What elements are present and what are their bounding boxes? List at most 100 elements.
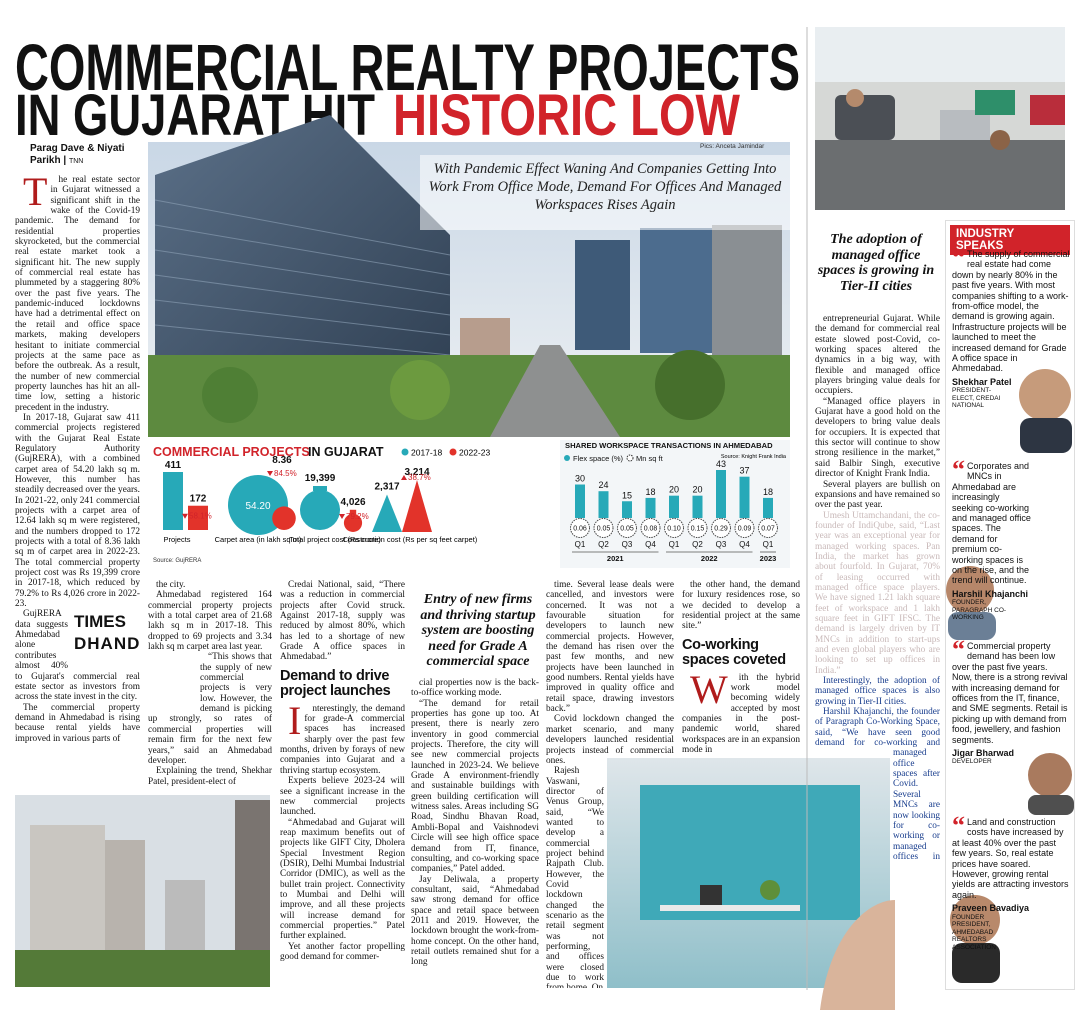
quote-mark: “ <box>952 455 965 484</box>
mn-marker <box>570 518 590 538</box>
source: Source: GujRERA <box>153 558 201 564</box>
category-label: Q3 <box>716 540 727 549</box>
triangle-mark <box>402 480 432 532</box>
bar <box>763 497 773 518</box>
quote-role: DEVELOPER <box>952 758 992 766</box>
bar <box>598 491 609 518</box>
paragraph: GujRERA data suggests Ahmedabad alone co… <box>15 609 140 703</box>
paragraph: “This shows that the supply of new comme… <box>148 652 272 766</box>
quote-role: FOUNDER PRESIDENT, AHMEDABAD REALTORS AS… <box>952 913 996 951</box>
value-label: 3,214 <box>404 467 429 478</box>
paragraph: The commercial property demand in Ahmeda… <box>15 702 140 744</box>
quote-role: PRESIDENT-ELECT, CREDAI NATIONAL <box>952 387 1001 410</box>
mn-marker <box>734 518 755 538</box>
quote-name: Harshil Khajanchi <box>952 588 1029 599</box>
quote: “Corporates and MNCs in Ahmedabad are in… <box>952 455 1070 622</box>
legend-label: 2022-23 <box>459 448 490 458</box>
quote-name: Praveen Bavadiya <box>952 903 1030 914</box>
circle-mark <box>272 506 296 530</box>
spacer <box>604 758 674 988</box>
article-column: the city. Ahmedabad registered 164 commer… <box>148 580 272 790</box>
legend-label: Flex space (%) <box>573 454 624 463</box>
pull-quote: Entry of new firms and thriving startup … <box>420 592 536 669</box>
value-label: 43 <box>716 459 726 469</box>
group-label: 2021 <box>607 554 624 563</box>
paragraph: Several players are bullish on expansion… <box>815 479 940 511</box>
industry-speaks-title: INDUSTRY SPEAKS <box>950 225 1070 255</box>
value-label: 0.07 <box>761 526 775 533</box>
bar <box>716 470 726 518</box>
office-photo <box>815 27 1065 210</box>
value-label: 0.15 <box>691 526 705 533</box>
value-label: 0.06 <box>573 526 587 533</box>
paragraph: Interestingly, the adoption of managed o… <box>815 676 940 707</box>
article-column: the other hand, the demand for luxury re… <box>682 580 800 756</box>
logo-top: TIMES <box>74 612 126 632</box>
byline-agency: TNN <box>68 158 84 165</box>
bar <box>645 497 656 518</box>
paragraph: Explaining the trend, Shekhar Patel, pre… <box>148 766 272 787</box>
bar <box>692 495 703 518</box>
quote-mark: “ <box>952 635 965 664</box>
bar <box>163 472 183 530</box>
triangle-mark <box>372 494 402 532</box>
change-label: 79.2% <box>346 512 369 521</box>
value-label: 18 <box>763 487 773 497</box>
towers-photo <box>15 795 270 987</box>
mn-marker <box>758 518 778 538</box>
paragraph: Umesh Uttamchandani, the co-founder of I… <box>815 510 940 676</box>
photo-credit: Pics: Anceta Jamindar <box>700 143 765 150</box>
legend-label: 2017-18 <box>411 448 442 458</box>
group-label: 2023 <box>760 554 777 563</box>
paragraph: entrepreneurial Gujarat. While the deman… <box>815 314 940 397</box>
value-label: 0.05 <box>597 526 611 533</box>
bar <box>622 501 632 518</box>
paragraph: Credai National, said, “There was a redu… <box>280 580 405 663</box>
change-arrow <box>401 475 407 480</box>
paragraph: Yet another factor propelling good deman… <box>280 941 405 962</box>
paragraph: Covid lockdown changed the market scenar… <box>546 714 674 766</box>
portraits <box>946 369 1074 983</box>
quote-role: FOUNDER, PARAGRAPH CO-WORKING <box>952 599 1007 622</box>
value-label: 18 <box>645 487 655 497</box>
item-label: Construction cost (Rs per sq feet carpet… <box>343 535 478 544</box>
mn-marker <box>664 518 684 538</box>
value-label: 37 <box>739 466 749 476</box>
projects-graphic-bg <box>148 440 560 568</box>
mn-marker <box>593 518 614 538</box>
paragraph: Rajesh Vaswani, director of Venus Group,… <box>546 766 604 988</box>
byline-authors: Parag Dave & Niyati Parikh <box>30 143 125 166</box>
mn-marker <box>617 518 637 538</box>
category-label: Q1 <box>763 540 774 549</box>
group-label: 2022 <box>701 554 718 563</box>
paragraph: With the hybrid work model becoming wide… <box>682 666 800 756</box>
bar <box>575 484 585 518</box>
value-label: 15 <box>622 490 632 500</box>
category-label: Q1 <box>575 540 586 549</box>
graphic-title: IN GUJARAT <box>308 445 384 459</box>
article-column: cial properties now is the back-to-offic… <box>411 678 539 988</box>
subhead: Demand to drive project launches <box>280 667 391 699</box>
value-label: 30 <box>575 474 585 484</box>
value-label: 4,026 <box>340 497 365 508</box>
paragraph: the other hand, the demand for luxury re… <box>682 580 800 632</box>
quote-name: Jigar Bharwad <box>952 748 1015 759</box>
legend-swatch <box>449 448 457 456</box>
category-label: Q2 <box>692 540 703 549</box>
value-label: 19,399 <box>305 473 336 484</box>
paragraph: the city. <box>156 580 186 590</box>
quote-mark: “ <box>952 811 965 840</box>
value-label: 8.36 <box>272 455 292 466</box>
value-label: 411 <box>165 460 182 471</box>
legend-swatch <box>626 454 634 462</box>
category-label: Q4 <box>645 540 656 549</box>
bag-mark <box>300 490 340 530</box>
article-column: The real estate sector in Gujarat witnes… <box>15 175 140 787</box>
category-label: Q1 <box>669 540 680 549</box>
value-label: 0.10 <box>667 526 681 533</box>
change-label: 84.5% <box>274 469 297 478</box>
paragraph: Harshil Khajanchi, the founder of Paragr… <box>815 707 940 862</box>
paragraph: “Managed office players in Gujarat have … <box>815 396 940 480</box>
spacer <box>815 758 893 987</box>
photo-caption: With Pandemic Effect Waning And Companie… <box>428 161 782 213</box>
